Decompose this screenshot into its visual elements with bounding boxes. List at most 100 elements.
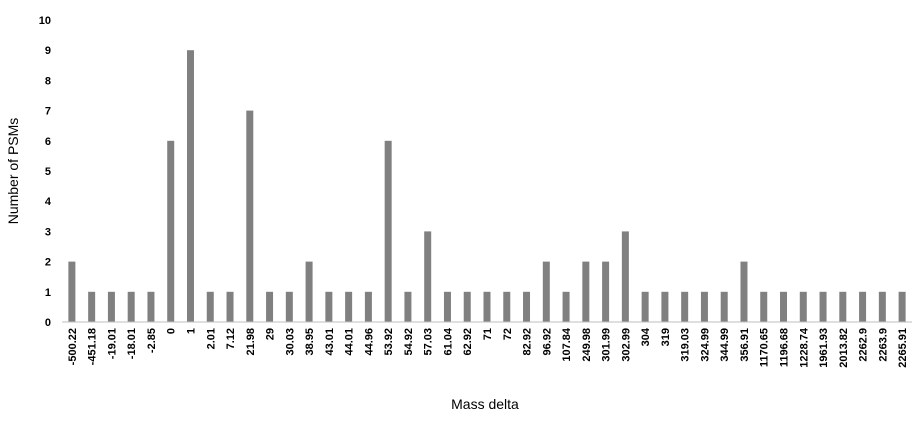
x-tick-label: 96.92 — [541, 328, 553, 356]
x-tick-label: 304 — [640, 327, 652, 346]
bar — [562, 291, 570, 322]
bar — [740, 261, 748, 322]
bar — [364, 291, 372, 322]
bar — [582, 261, 590, 322]
y-axis-ticks: 0 1 2 3 4 5 6 7 8 9 10 — [39, 15, 52, 329]
bar — [523, 291, 531, 322]
bar — [780, 291, 788, 322]
x-tick-label: 29 — [265, 328, 277, 340]
x-tick-label: 38.95 — [304, 328, 316, 356]
x-tick-label: 72 — [502, 328, 514, 340]
y-tick-label: 4 — [45, 196, 52, 208]
x-tick-label: 61.04 — [442, 327, 454, 355]
bar — [720, 291, 728, 322]
bar — [681, 291, 689, 322]
bar — [483, 291, 491, 322]
y-tick-label: 6 — [45, 136, 51, 148]
x-tick-label: 301.99 — [601, 328, 613, 362]
x-tick-label: -19.01 — [106, 328, 118, 359]
y-tick-label: 10 — [39, 15, 51, 27]
bar — [661, 291, 669, 322]
y-tick-label: 7 — [45, 106, 51, 118]
x-tick-label: 2013.82 — [838, 328, 850, 368]
x-tick-label: 249.98 — [581, 328, 593, 362]
x-tick-label: 53.92 — [383, 328, 395, 356]
y-tick-label: 1 — [45, 287, 51, 299]
x-tick-label: 1196.68 — [779, 328, 791, 367]
x-tick-label: 1 — [185, 328, 197, 334]
bar — [305, 261, 313, 322]
x-tick-label: 356.91 — [739, 328, 751, 362]
y-tick-label: 3 — [45, 226, 51, 238]
x-tick-label: 1228.74 — [798, 327, 810, 368]
bar — [859, 291, 867, 322]
x-tick-label: 7.12 — [225, 328, 237, 349]
bar — [167, 140, 175, 322]
bar — [384, 140, 392, 322]
bar — [443, 291, 451, 322]
x-tick-label: 82.92 — [522, 328, 534, 356]
x-tick-label: 54.92 — [403, 328, 415, 356]
y-tick-label: 0 — [45, 317, 51, 329]
x-tick-label: 302.99 — [620, 328, 632, 362]
bar — [542, 261, 550, 322]
x-tick-label: 1170.65 — [759, 328, 771, 367]
bar — [325, 291, 333, 322]
x-axis-ticks: -500.22 -451.18 -19.01 -18.01 -2.85 0 1 2.01 7.1… — [67, 327, 909, 368]
bar — [760, 291, 768, 322]
x-tick-label: 43.01 — [324, 328, 336, 356]
x-tick-label: -2.85 — [146, 328, 158, 353]
x-tick-label: 2263.9 — [877, 328, 889, 362]
bar — [799, 291, 807, 322]
x-tick-label: 71 — [482, 328, 494, 340]
bar — [266, 291, 274, 322]
bar — [424, 231, 432, 322]
x-tick-label: 344.99 — [719, 328, 731, 362]
bar — [641, 291, 649, 322]
x-tick-label: 0 — [166, 328, 178, 334]
y-axis-title: Number of PSMs — [5, 118, 21, 225]
bar — [186, 50, 194, 322]
x-tick-label: -451.18 — [87, 328, 99, 365]
bar — [226, 291, 234, 322]
y-tick-label: 5 — [45, 166, 51, 178]
x-tick-label: -500.22 — [67, 328, 79, 365]
x-tick-label: 2262.9 — [858, 328, 870, 362]
y-tick-label: 8 — [45, 75, 51, 87]
bar — [345, 291, 353, 322]
bar — [602, 261, 610, 322]
x-tick-label: 30.03 — [284, 328, 296, 356]
bar — [839, 291, 847, 322]
x-tick-label: 2265.91 — [897, 328, 909, 368]
x-tick-label: 62.92 — [462, 328, 474, 356]
x-tick-label: -18.01 — [126, 328, 138, 359]
bar — [206, 291, 214, 322]
x-tick-label: 319 — [660, 328, 672, 346]
bar — [463, 291, 471, 322]
bar — [878, 291, 886, 322]
x-tick-label: 324.99 — [699, 328, 711, 362]
bar — [88, 291, 96, 322]
bar — [68, 261, 76, 322]
bar — [404, 291, 412, 322]
x-tick-label: 319.03 — [680, 328, 692, 362]
x-tick-label: 44.96 — [363, 328, 375, 356]
x-tick-label: 21.98 — [245, 328, 257, 356]
bar — [285, 291, 293, 322]
bar — [898, 291, 906, 322]
bar — [107, 291, 115, 322]
bar — [503, 291, 511, 322]
bar — [147, 291, 155, 322]
y-tick-label: 2 — [45, 257, 51, 269]
x-tick-label: 57.03 — [423, 328, 435, 356]
bar — [127, 291, 135, 322]
x-tick-label: 1961.93 — [818, 328, 830, 368]
bar — [819, 291, 827, 322]
x-tick-label: 2.01 — [205, 328, 217, 349]
bar-series — [68, 50, 906, 322]
y-tick-label: 9 — [45, 45, 51, 57]
bar — [700, 291, 708, 322]
x-axis-title: Mass delta — [451, 396, 519, 412]
